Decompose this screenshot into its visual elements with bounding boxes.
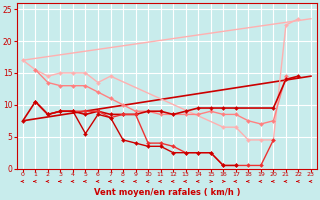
X-axis label: Vent moyen/en rafales ( km/h ): Vent moyen/en rafales ( km/h ) <box>94 188 240 197</box>
